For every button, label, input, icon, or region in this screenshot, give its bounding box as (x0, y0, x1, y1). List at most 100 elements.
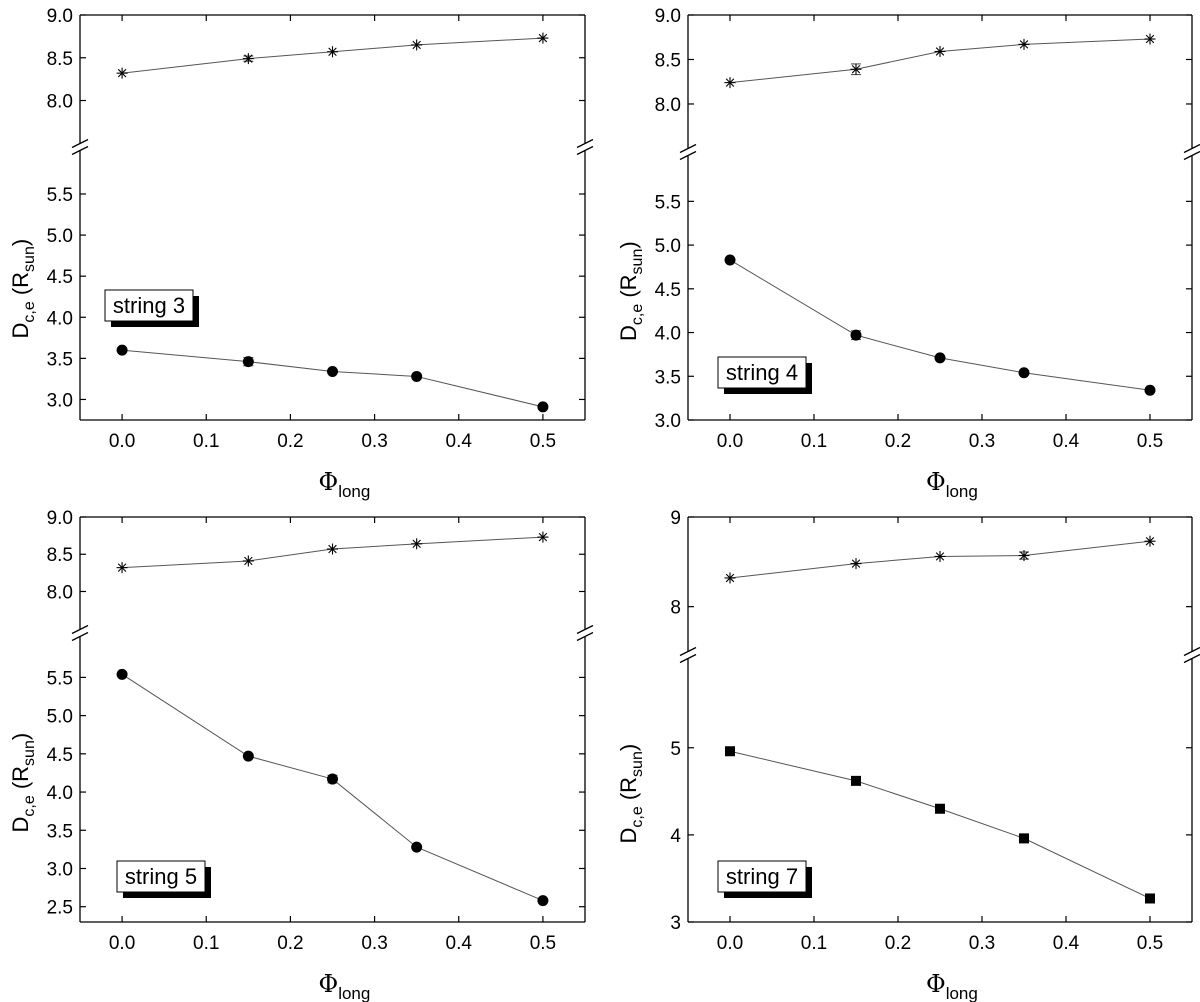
data-point-star (411, 538, 423, 550)
data-point-star (850, 63, 862, 75)
y-axis-label: Dc,e (Rsun) (616, 744, 646, 844)
axis-break-mark (1183, 150, 1200, 161)
axis-break-mark (679, 646, 697, 657)
y-axis-label-main: D (616, 828, 641, 844)
y-axis-label-unit-sub: sun (21, 246, 38, 272)
y-tick-label-lower: 2.5 (47, 898, 73, 919)
x-axis-label-symbol: Φ (926, 468, 946, 496)
x-axis-label-sub: long (946, 984, 978, 1002)
data-point-circle (242, 750, 254, 762)
y-axis-label-unit: (R (8, 272, 33, 301)
data-point-square (1145, 893, 1155, 904)
series-line (729, 38, 1151, 84)
y-axis-label-sub: c,e (629, 806, 646, 827)
x-axis-label-sub: long (338, 482, 370, 501)
data-point-square (851, 775, 861, 786)
x-axis-label: Φlong (319, 970, 371, 1002)
x-tick-label: 0.3 (361, 933, 387, 954)
x-tick-label: 0.5 (530, 431, 556, 452)
y-axis-label-main: D (8, 817, 33, 833)
x-tick-label: 0.1 (801, 431, 827, 452)
y-axis-label-unit-sub: sun (21, 740, 38, 766)
panel-label-box: string 5 (116, 860, 211, 898)
x-axis-label: Φlong (319, 468, 371, 501)
data-point-circle (724, 254, 736, 266)
panel-label-frame (104, 289, 194, 322)
x-tick-label: 0.4 (446, 431, 473, 452)
y-tick-label-lower: 4 (670, 826, 681, 847)
x-tick-label: 0.3 (969, 933, 995, 954)
x-tick-label: 0.0 (717, 431, 743, 452)
panel-label-text: string 7 (726, 864, 798, 889)
x-tick-label: 0.4 (446, 933, 473, 954)
y-axis-label: Dc,e (Rsun) (8, 733, 38, 833)
data-point-star (537, 32, 549, 44)
axis-break-mark (679, 143, 697, 154)
y-tick-label-upper: 8.0 (47, 92, 73, 113)
y-axis-label-unit-sub: sun (629, 249, 646, 275)
y-tick-label-upper: 8 (670, 598, 681, 619)
y-axis-label-unit: (R (8, 766, 33, 795)
data-point-star (537, 531, 549, 543)
data-point-circle (1144, 384, 1156, 396)
axis-break-mark (1183, 646, 1200, 657)
x-tick-label: 0.1 (801, 933, 827, 954)
y-tick-label-lower: 4.5 (655, 280, 681, 301)
y-tick-label-upper: 9 (670, 508, 681, 529)
y-axis-label-unit-close: ) (616, 241, 641, 248)
x-axis-label-sub: long (946, 482, 978, 501)
data-point-star (934, 550, 946, 562)
panel-label-box: string 7 (717, 860, 812, 898)
series-line (122, 349, 544, 408)
data-point-star (934, 45, 946, 57)
panel-label-text: string 5 (125, 864, 197, 889)
panel-label-text: string 3 (113, 293, 185, 318)
data-point-star (724, 77, 736, 89)
axis-break-mark (71, 631, 89, 642)
x-axis-label-sub: long (338, 984, 370, 1002)
x-tick-label: 0.2 (277, 933, 303, 954)
y-axis-label-sub: c,e (21, 301, 38, 322)
y-tick-label-lower: 4.5 (47, 745, 73, 766)
y-tick-label-upper: 9.0 (47, 6, 73, 27)
y-tick-label-lower: 5.0 (655, 236, 681, 257)
panel-label-frame (717, 860, 807, 893)
axis-break-mark (576, 631, 594, 642)
y-tick-label-lower: 4.0 (47, 308, 73, 329)
chart-panel: 0.0 0.1 0.2 0.3 0.4 0.5 8.0 8.5 9.0 3.0 3.5 4.0 4.5 5… (616, 6, 1200, 501)
y-axis-label: Dc,e (Rsun) (616, 241, 646, 341)
data-point-circle (1018, 367, 1030, 379)
x-tick-label: 0.4 (1053, 933, 1080, 954)
y-axis-label: Dc,e (Rsun) (8, 239, 38, 339)
panel-label-box: string 4 (717, 356, 812, 394)
data-point-square (725, 746, 735, 757)
data-point-star (327, 46, 338, 58)
x-tick-label: 0.0 (717, 933, 743, 954)
y-tick-label-upper: 9.0 (655, 6, 681, 27)
axis-break-mark (71, 145, 89, 156)
y-axis-label-unit: (R (616, 274, 641, 303)
x-tick-label: 0.0 (109, 933, 135, 954)
y-tick-label-lower: 5.5 (47, 185, 73, 206)
data-point-star (242, 53, 254, 65)
data-point-star (1018, 38, 1030, 50)
axis-break-mark (576, 624, 594, 635)
data-point-circle (537, 895, 549, 907)
panel-label-text: string 4 (726, 360, 798, 385)
data-point-star (1144, 33, 1156, 45)
chart-panel: 0.0 0.1 0.2 0.3 0.4 0.5 8.0 8.5 9.0 3.0 3.5 4.0 4.5 5… (8, 6, 594, 501)
data-point-star (116, 67, 128, 79)
x-axis-label: Φlong (926, 970, 978, 1002)
x-axis-label-symbol: Φ (319, 468, 339, 496)
axis-break-mark (576, 145, 594, 156)
data-point-square (935, 803, 945, 814)
data-point-circle (327, 366, 338, 378)
y-tick-label-lower: 3.5 (47, 349, 73, 370)
y-tick-label-lower: 4.5 (47, 267, 73, 288)
y-tick-label-upper: 8.5 (655, 50, 681, 71)
y-tick-label-lower: 4.0 (655, 324, 681, 345)
y-tick-label-lower: 5.0 (47, 707, 73, 728)
axis-break-mark (1183, 653, 1200, 664)
data-point-star (411, 39, 423, 51)
